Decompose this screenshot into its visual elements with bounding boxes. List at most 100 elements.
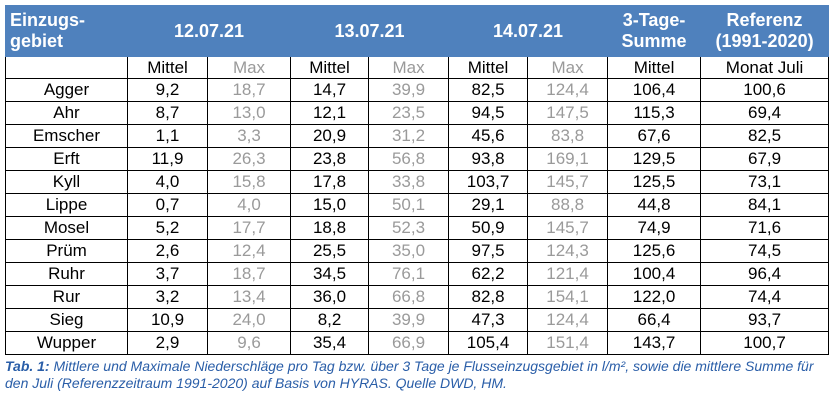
cell: 67,9 xyxy=(700,147,830,171)
caption: Tab. 1: Mittlere und Maximale Niederschl… xyxy=(5,358,828,392)
cell: 9,2 xyxy=(127,78,208,102)
header-cell: 3-Tage- Summe xyxy=(607,5,702,57)
subheader-cell: Mittel xyxy=(127,56,208,79)
subheader-cell: Max xyxy=(527,56,609,79)
data-row: Sieg 10,9 24,0 8,2 39,9 47,3 124,4 66,4 93,7 xyxy=(5,308,830,332)
cell: 10,9 xyxy=(127,308,208,332)
header-cell: Referenz (1991-2020) xyxy=(700,5,830,57)
cell: 62,2 xyxy=(448,262,529,286)
subheader-cell: Mittel xyxy=(607,56,702,79)
data-row: Ruhr 3,7 18,7 34,5 76,1 62,2 121,4 100,4 96,4 xyxy=(5,262,830,286)
cell: 124,3 xyxy=(527,239,609,263)
cell: 105,4 xyxy=(448,331,529,355)
cell: 8,7 xyxy=(127,101,208,125)
cell: 18,7 xyxy=(206,262,292,286)
cell: 3,7 xyxy=(127,262,208,286)
cell: 35,0 xyxy=(368,239,450,263)
cell: 82,5 xyxy=(448,78,529,102)
cell: 31,2 xyxy=(368,124,450,148)
cell: 45,6 xyxy=(448,124,529,148)
subheader-cell: Mittel xyxy=(290,56,370,79)
header-cell: Einzugs- gebiet xyxy=(5,5,128,57)
cell: 169,1 xyxy=(527,147,609,171)
cell: 93,8 xyxy=(448,147,529,171)
subheader-cell: Max xyxy=(368,56,450,79)
cell: 29,1 xyxy=(448,193,529,217)
cell: 15,0 xyxy=(290,193,370,217)
cell: 122,0 xyxy=(607,285,702,309)
cell: 93,7 xyxy=(700,308,830,332)
cell: 15,8 xyxy=(206,170,292,194)
cell: 14,7 xyxy=(290,78,370,102)
row-label: Prüm xyxy=(5,239,128,263)
cell: 66,4 xyxy=(607,308,702,332)
row-label: Wupper xyxy=(5,331,128,355)
cell: 124,4 xyxy=(527,78,609,102)
cell: 50,9 xyxy=(448,216,529,240)
header-cell: 12.07.21 xyxy=(126,5,292,57)
cell: 82,8 xyxy=(448,285,529,309)
cell: 69,4 xyxy=(700,101,830,125)
cell: 100,4 xyxy=(607,262,702,286)
cell: 97,5 xyxy=(448,239,529,263)
cell: 76,1 xyxy=(368,262,450,286)
cell: 88,8 xyxy=(527,193,609,217)
row-label: Ahr xyxy=(5,101,128,125)
cell: 39,9 xyxy=(368,78,450,102)
cell: 74,4 xyxy=(700,285,830,309)
cell: 17,7 xyxy=(206,216,292,240)
cell: 82,5 xyxy=(700,124,830,148)
cell: 84,1 xyxy=(700,193,830,217)
cell: 100,7 xyxy=(700,331,830,355)
row-label: Emscher xyxy=(5,124,128,148)
cell: 151,4 xyxy=(527,331,609,355)
cell: 143,7 xyxy=(607,331,702,355)
cell: 94,5 xyxy=(448,101,529,125)
data-row: Erft 11,9 26,3 23,8 56,8 93,8 169,1 129,5 67,9 xyxy=(5,147,830,171)
cell: 17,8 xyxy=(290,170,370,194)
cell: 2,9 xyxy=(127,331,208,355)
data-row: Kyll 4,0 15,8 17,8 33,8 103,7 145,7 125,5 73,1 xyxy=(5,170,830,194)
cell: 66,8 xyxy=(368,285,450,309)
cell: 20,9 xyxy=(290,124,370,148)
data-row: Mosel 5,2 17,7 18,8 52,3 50,9 145,7 74,9 71,6 xyxy=(5,216,830,240)
cell: 74,5 xyxy=(700,239,830,263)
cell: 4,0 xyxy=(127,170,208,194)
cell: 44,8 xyxy=(607,193,702,217)
cell: 34,5 xyxy=(290,262,370,286)
cell: 103,7 xyxy=(448,170,529,194)
cell: 2,6 xyxy=(127,239,208,263)
cell: 83,8 xyxy=(527,124,609,148)
cell: 124,4 xyxy=(527,308,609,332)
cell: 67,6 xyxy=(607,124,702,148)
subheader-row: Mittel Max Mittel Max Mittel Max Mittel Monat J… xyxy=(5,56,830,79)
cell: 145,7 xyxy=(527,216,609,240)
cell: 23,8 xyxy=(290,147,370,171)
cell: 4,0 xyxy=(206,193,292,217)
cell: 106,4 xyxy=(607,78,702,102)
document: Einzugs- gebiet 12.07.21 13.07.21 14.07.21 3… xyxy=(5,5,830,392)
cell: 3,2 xyxy=(127,285,208,309)
cell: 3,3 xyxy=(206,124,292,148)
row-label: Sieg xyxy=(5,308,128,332)
cell: 13,4 xyxy=(206,285,292,309)
table-body: Mittel Max Mittel Max Mittel Max Mittel Monat J… xyxy=(5,56,830,355)
row-label: Rur xyxy=(5,285,128,309)
cell: 73,1 xyxy=(700,170,830,194)
data-row: Emscher 1,1 3,3 20,9 31,2 45,6 83,8 67,6 82,5 xyxy=(5,124,830,148)
header-cell: 13.07.21 xyxy=(290,5,450,57)
cell: 96,4 xyxy=(700,262,830,286)
row-label: Lippe xyxy=(5,193,128,217)
cell: 24,0 xyxy=(206,308,292,332)
cell: 18,7 xyxy=(206,78,292,102)
cell: 145,7 xyxy=(527,170,609,194)
cell: 35,4 xyxy=(290,331,370,355)
subheader-blank xyxy=(5,56,128,79)
cell: 11,9 xyxy=(127,147,208,171)
cell: 9,6 xyxy=(206,331,292,355)
row-label: Mosel xyxy=(5,216,128,240)
table: Einzugs- gebiet 12.07.21 13.07.21 14.07.21 3… xyxy=(5,5,830,355)
cell: 56,8 xyxy=(368,147,450,171)
cell: 1,1 xyxy=(127,124,208,148)
row-label: Erft xyxy=(5,147,128,171)
